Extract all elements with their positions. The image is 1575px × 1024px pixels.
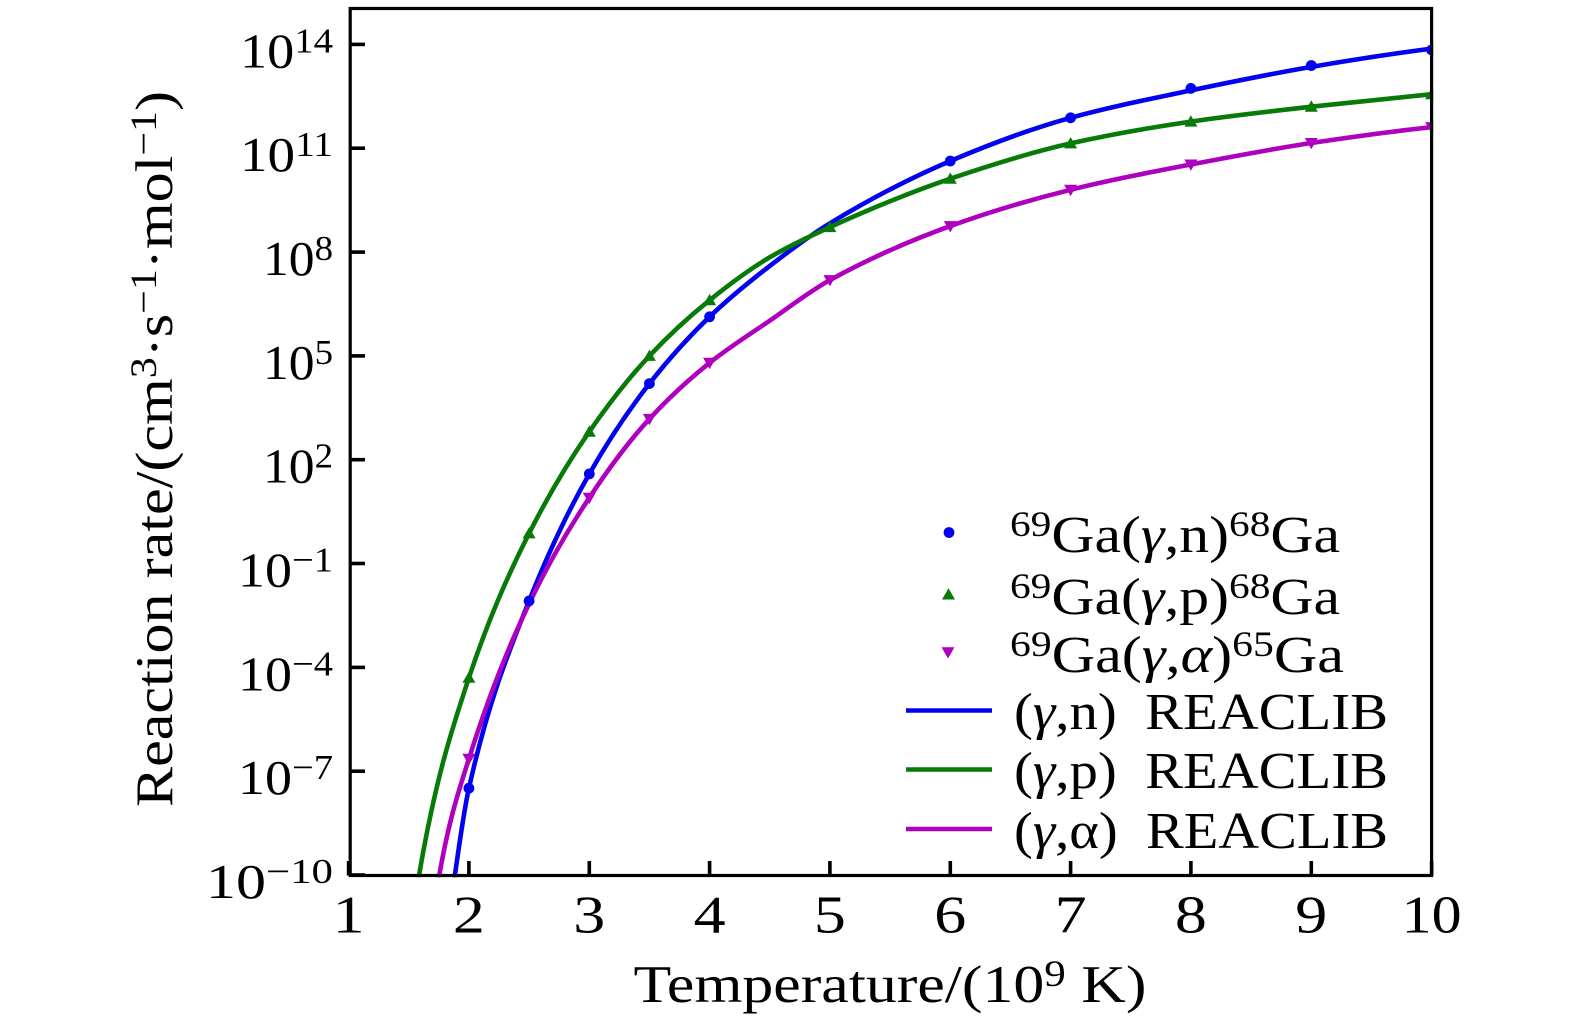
svg-text:7: 7 [1055,887,1087,945]
svg-text:10−7: 10 −7 [238,748,333,805]
svg-text:4: 4 [694,887,726,945]
svg-text:1: 1 [333,887,365,945]
svg-text:3: 3 [573,887,605,945]
svg-text:(γ,α) REACLIB: (γ,α) REACLIB [1014,803,1388,860]
svg-text:8: 8 [1175,887,1207,945]
svg-text:6: 6 [934,887,966,945]
svg-text:(γ,p) REACLIB: (γ,p) REACLIB [1014,743,1388,800]
svg-text:10: 10 [1402,887,1462,945]
svg-text:(γ,n) REACLIB: (γ,n) REACLIB [1014,684,1388,741]
svg-text:9: 9 [1295,887,1327,945]
svg-text:2: 2 [453,887,485,945]
svg-text:Temperature/(109 K): Temperature/(10 9 K) [634,954,1147,1014]
svg-text:Reaction rate/(cm3·s−1·mol−1): Reaction rate/(cm3·s−1·mol−1) [124,91,184,807]
svg-text:5: 5 [814,887,846,945]
svg-text:108: 108 [263,229,333,286]
